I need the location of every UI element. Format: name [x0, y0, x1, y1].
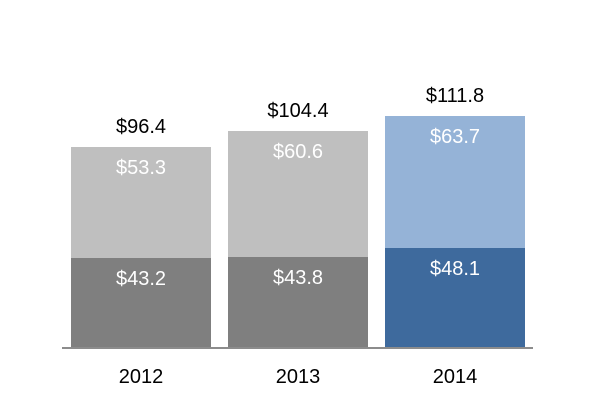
x-axis-line — [62, 347, 533, 349]
bar-segment-bottom-2012: $43.2 — [71, 258, 211, 348]
total-value-label-2014: $111.8 — [425, 85, 485, 107]
segment-value-label: $53.3 — [115, 157, 167, 179]
bar-segment-bottom-2013: $43.8 — [228, 257, 368, 348]
bar-group-2012: $53.3 $43.2 — [71, 147, 211, 348]
total-value-label-2012: $96.4 — [115, 116, 167, 138]
segment-value-label: $60.6 — [272, 141, 324, 163]
segment-value-label: $63.7 — [429, 126, 481, 148]
bar-segment-top-2014: $63.7 — [385, 116, 525, 248]
x-axis-tick-label-2012: 2012 — [118, 366, 164, 388]
bar-segment-bottom-2014: $48.1 — [385, 248, 525, 348]
bar-segment-top-2013: $60.6 — [228, 131, 368, 257]
bar-segment-top-2012: $53.3 — [71, 147, 211, 258]
segment-value-label: $43.8 — [272, 267, 324, 289]
total-value-label-2013: $104.4 — [267, 100, 329, 122]
bar-group-2014: $63.7 $48.1 — [385, 116, 525, 348]
x-axis-tick-label-2013: 2013 — [275, 366, 321, 388]
segment-value-label: $48.1 — [429, 258, 481, 280]
segment-value-label: $43.2 — [115, 268, 167, 290]
bar-group-2013: $60.6 $43.8 — [228, 131, 368, 348]
x-axis-tick-label-2014: 2014 — [432, 366, 478, 388]
